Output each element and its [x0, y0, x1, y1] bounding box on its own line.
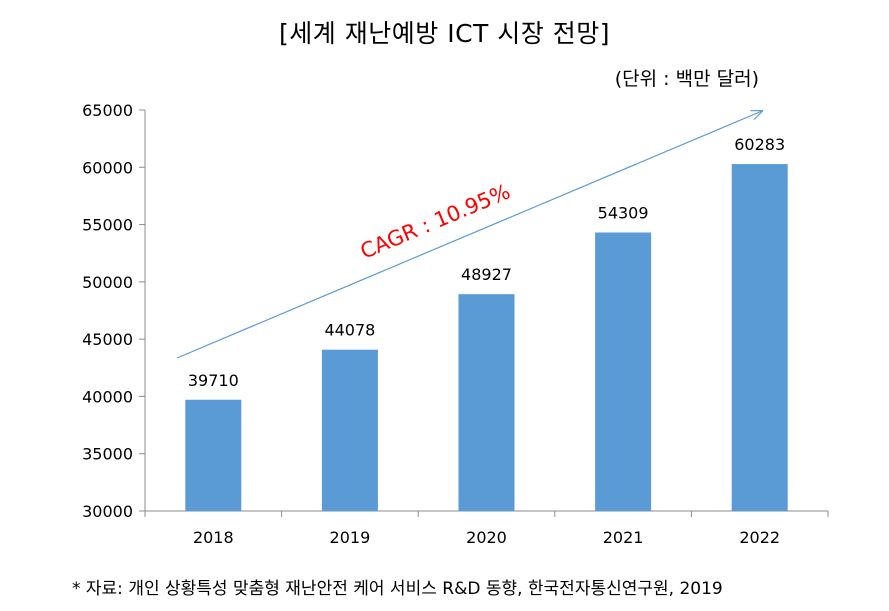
bar-2020: [458, 294, 515, 511]
data-label-2018: 39710: [188, 371, 239, 390]
y-tick-label: 30000: [82, 502, 133, 521]
source-note: * 자료: 개인 상황특성 맞춤형 재난안전 케어 서비스 R&D 동향, 한국…: [72, 579, 723, 599]
cagr-arrow: [176, 111, 762, 359]
y-tick-label: 50000: [82, 273, 133, 292]
y-tick-label: 40000: [82, 387, 133, 406]
bar-2021: [595, 232, 652, 511]
x-tick-label-2018: 2018: [193, 528, 234, 547]
y-tick-label: 60000: [82, 158, 133, 177]
data-label-2020: 48927: [461, 265, 512, 284]
y-tick-label: 65000: [82, 101, 133, 120]
chart-title: [세계 재난예방 ICT 시장 전망]: [279, 19, 610, 48]
bar-2019: [321, 349, 378, 511]
x-tick-label-2021: 2021: [603, 528, 644, 547]
unit-note: (단위 : 백만 달러): [614, 68, 759, 90]
x-tick-label-2019: 2019: [330, 528, 371, 547]
x-tick-label-2020: 2020: [466, 528, 507, 547]
data-label-2022: 60283: [734, 135, 785, 154]
y-tick-label: 55000: [82, 216, 133, 235]
x-tick-label-2022: 2022: [739, 528, 780, 547]
y-tick-label: 45000: [82, 330, 133, 349]
cagr-label: CAGR : 10.95%: [357, 179, 514, 263]
bar-chart: 30000 35000 40000 45000 50000 55000 60000 65000…: [82, 101, 829, 547]
data-label-2021: 54309: [598, 203, 649, 222]
y-tick-label: 35000: [82, 445, 133, 464]
bar-2018: [185, 399, 242, 511]
data-label-2019: 44078: [324, 321, 375, 340]
bar-2022: [731, 164, 788, 512]
